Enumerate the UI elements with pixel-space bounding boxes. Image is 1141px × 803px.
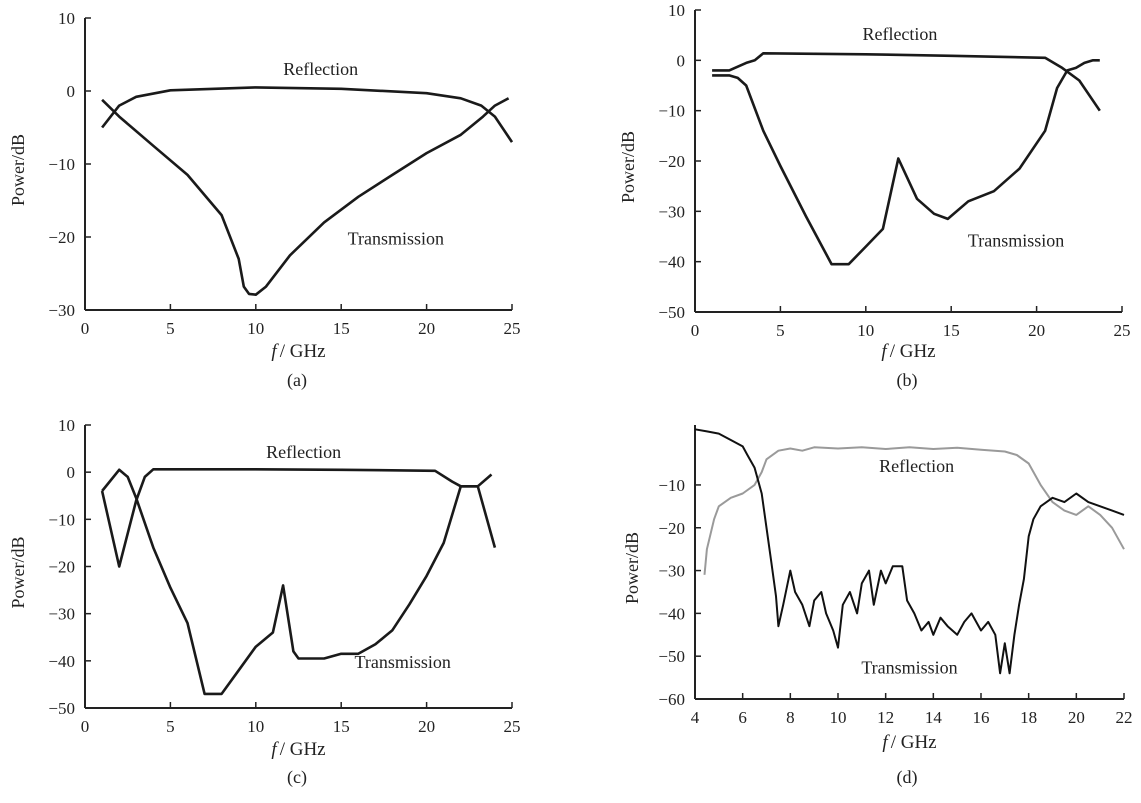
x-tick-label: 5 xyxy=(166,717,175,736)
y-tick-label: 0 xyxy=(67,82,76,101)
y-tick-label: −10 xyxy=(48,155,75,174)
transmission-annotation: Transmission xyxy=(968,231,1064,251)
x-axis-label: f / GHz xyxy=(271,739,325,760)
transmission-annotation: Transmission xyxy=(355,652,451,672)
x-tick-label: 10 xyxy=(247,319,264,338)
x-tick-label: 14 xyxy=(925,708,943,727)
y-tick-label: −30 xyxy=(48,301,75,320)
reflection-series-line xyxy=(101,86,514,143)
reflection-annotation: Reflection xyxy=(283,59,358,79)
y-tick-label: −40 xyxy=(658,604,685,623)
y-tick-label: −50 xyxy=(48,699,75,718)
y-tick-label: −10 xyxy=(658,102,685,121)
y-tick-label: −10 xyxy=(48,510,75,529)
x-tick-label: 12 xyxy=(877,708,894,727)
y-tick-label: −20 xyxy=(658,152,685,171)
y-tick-label: −50 xyxy=(658,647,685,666)
x-tick-label: 15 xyxy=(333,319,350,338)
x-tick-label: 10 xyxy=(830,708,847,727)
x-tick-label: 0 xyxy=(81,717,90,736)
y-tick-label: −10 xyxy=(658,476,685,495)
y-tick-label: −40 xyxy=(48,652,75,671)
transmission-series-line xyxy=(101,468,493,696)
x-tick-label: 5 xyxy=(776,321,785,340)
panel-d: 4 6 8 10 12 14 16 18 20 22 −10 −20 −30 −40 −50 −60 Power… xyxy=(622,425,1133,788)
x-tick-label: 15 xyxy=(943,321,960,340)
panel-c: 0 5 10 15 20 25 10 0 −10 −20 −30 −40 −50 Power/dB f / G… xyxy=(8,416,521,788)
transmission-series-line xyxy=(101,97,510,296)
x-tick-label: 6 xyxy=(738,708,747,727)
y-tick-label: 10 xyxy=(58,9,75,28)
y-tick-label: −20 xyxy=(48,228,75,247)
x-tick-label: 0 xyxy=(81,319,90,338)
panel-label: (a) xyxy=(287,370,307,391)
x-axis-label-variable: f xyxy=(881,341,889,362)
x-tick-label: 16 xyxy=(973,708,990,727)
x-axis-label-unit: / GHz xyxy=(280,739,326,760)
y-tick-label: 0 xyxy=(677,51,686,70)
reflection-series-line xyxy=(100,468,497,568)
x-axis-label-unit: / GHz xyxy=(890,341,936,362)
x-tick-label: 20 xyxy=(418,319,435,338)
panel-label: (c) xyxy=(287,767,307,788)
x-tick-label: 25 xyxy=(504,319,521,338)
reflection-annotation: Reflection xyxy=(862,24,937,44)
x-tick-label: 25 xyxy=(504,717,521,736)
reflection-annotation: Reflection xyxy=(266,442,341,462)
x-axis-label: f / GHz xyxy=(882,732,936,753)
x-tick-label: 4 xyxy=(691,708,700,727)
reflection-series-line xyxy=(703,446,1125,575)
x-tick-label: 10 xyxy=(247,717,264,736)
y-tick-label: −30 xyxy=(658,562,685,581)
y-tick-label: −30 xyxy=(48,605,75,624)
y-tick-label: −20 xyxy=(658,519,685,538)
panel-a: 0 5 10 15 20 25 10 0 −10 −20 −30 Power/dB f / GHz (a) R… xyxy=(8,9,521,391)
y-tick-label: −20 xyxy=(48,558,75,577)
transmission-annotation: Transmission xyxy=(861,657,957,677)
y-axis-label: Power/dB xyxy=(618,131,638,203)
transmission-annotation: Transmission xyxy=(348,228,444,248)
y-tick-label: 10 xyxy=(668,1,685,20)
x-tick-label: 20 xyxy=(1028,321,1045,340)
y-tick-label: 10 xyxy=(58,416,75,435)
x-axis-label: f / GHz xyxy=(271,341,325,362)
y-tick-label: −50 xyxy=(658,303,685,322)
panel-b: 0 5 10 15 20 25 10 0 −10 −20 −30 −40 −50 Power/dB f / G… xyxy=(618,1,1131,391)
reflection-annotation: Reflection xyxy=(879,456,954,476)
x-tick-label: 5 xyxy=(166,319,175,338)
x-tick-label: 25 xyxy=(1114,321,1131,340)
x-tick-label: 10 xyxy=(857,321,874,340)
x-tick-label: 15 xyxy=(333,717,350,736)
transmission-series-line xyxy=(694,428,1125,675)
reflection-series-line xyxy=(712,52,1101,112)
transmission-series-line xyxy=(712,59,1100,266)
x-tick-label: 0 xyxy=(691,321,700,340)
x-axis-label: f / GHz xyxy=(881,341,935,362)
y-tick-label: −40 xyxy=(658,253,685,272)
y-tick-label: 0 xyxy=(67,463,76,482)
y-axis-label: Power/dB xyxy=(8,537,28,609)
panel-label: (b) xyxy=(897,370,918,391)
x-axis-label-unit: / GHz xyxy=(891,732,937,753)
x-tick-label: 20 xyxy=(418,717,435,736)
x-axis-label-variable: f xyxy=(271,739,279,760)
y-axis-label: Power/dB xyxy=(8,134,28,206)
x-tick-label: 22 xyxy=(1116,708,1133,727)
x-tick-label: 20 xyxy=(1068,708,1085,727)
x-tick-label: 8 xyxy=(786,708,795,727)
x-axis-label-variable: f xyxy=(882,732,890,753)
y-tick-label: −30 xyxy=(658,202,685,221)
y-tick-label: −60 xyxy=(658,690,685,709)
panel-label: (d) xyxy=(897,767,918,788)
x-axis-label-variable: f xyxy=(271,341,279,362)
y-axis-label: Power/dB xyxy=(622,532,642,604)
x-tick-label: 18 xyxy=(1020,708,1037,727)
x-axis-label-unit: / GHz xyxy=(280,341,326,362)
